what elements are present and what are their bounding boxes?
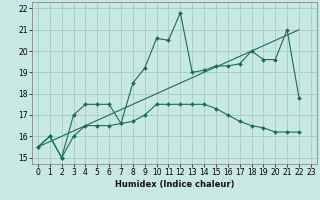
X-axis label: Humidex (Indice chaleur): Humidex (Indice chaleur) xyxy=(115,180,234,189)
